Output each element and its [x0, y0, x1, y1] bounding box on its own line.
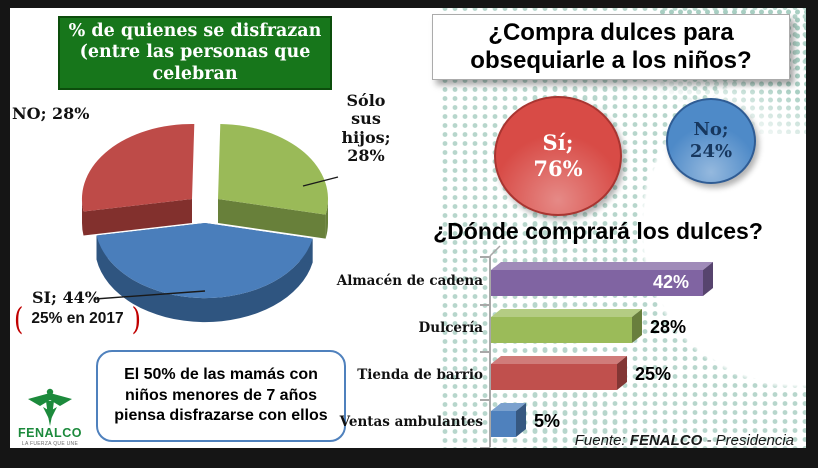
- bar-value-label: 25%: [635, 364, 672, 384]
- question2-title: ¿Dónde comprará los dulces?: [433, 218, 763, 244]
- bar-row: Almacén de cadena 42%: [337, 262, 801, 302]
- bar-side-face: [703, 262, 713, 296]
- pie-annotation-2017: ( 25% en 2017 ): [14, 303, 141, 334]
- bar-row: Tienda de barrio 25%: [357, 356, 801, 396]
- bar-value-label: 5%: [534, 411, 561, 431]
- pie-label-no: NO; 28%: [12, 104, 90, 123]
- source-prefix: Fuente:: [574, 432, 630, 448]
- bar-axis: [489, 256, 491, 447]
- bar-top-face: [491, 262, 713, 270]
- bar-category-label: Dulcería: [418, 320, 483, 336]
- bubble-no-value: 24%: [689, 141, 733, 162]
- source-line: Fuente: FENALCO - Presidencia: [575, 432, 794, 448]
- bar: [491, 411, 516, 437]
- bar-category-label: Almacén de cadena: [336, 273, 483, 289]
- bar-side-face: [632, 309, 642, 343]
- bar-top-face: [491, 309, 642, 317]
- bar: [491, 364, 617, 390]
- pie-chart: [81, 123, 339, 323]
- slide: % de quienes se disfrazan (entre las per…: [10, 8, 806, 448]
- fenalco-bird-icon: FENALCO LA FUERZA QUE UNE: [18, 388, 82, 447]
- bubble-yes-value: 76%: [533, 156, 583, 181]
- bar-row: Dulcería 28%: [365, 309, 801, 349]
- bar-chart: Almacén de cadena 42% Dulcería 28% Tienda de…: [337, 245, 801, 448]
- pie-slice-si: [96, 223, 313, 299]
- bar-axis-tick: [480, 447, 490, 448]
- bar-row: Ventas ambulantes 5%: [340, 403, 801, 443]
- bar: [491, 317, 632, 343]
- pie-chart-title: % de quienes se disfrazan (entre las per…: [58, 16, 332, 90]
- pie-slice-no: [81, 123, 195, 212]
- right-bracket: ): [131, 300, 141, 338]
- bar-category-label: Tienda de barrio: [357, 367, 483, 383]
- source-brand: FENALCO: [629, 432, 703, 448]
- bar-axis-tick: [480, 351, 490, 353]
- bar-top-face: [491, 356, 627, 364]
- fenalco-logo: FENALCO LA FUERZA QUE UNE: [12, 386, 88, 448]
- logo-tagline: LA FUERZA QUE UNE: [22, 441, 79, 447]
- bar-category-label: Ventas ambulantes: [339, 414, 483, 430]
- callout-box: El 50% de las mamás con niños menores de…: [96, 350, 346, 442]
- bar-side-face: [516, 403, 526, 437]
- bar-top-face: [491, 403, 526, 411]
- bar: [491, 270, 703, 296]
- bubble-yes-label: Sí;: [542, 129, 574, 155]
- bar-axis-tick: [480, 399, 490, 401]
- bar-value-label: 28%: [650, 317, 687, 337]
- bubble-no-label: No;: [693, 119, 729, 141]
- bar-axis-tick: [480, 256, 490, 258]
- source-suffix: - Presidencia: [702, 432, 794, 448]
- question1-title: ¿Compra dulces para obsequiarle a los ni…: [432, 14, 790, 80]
- left-bracket: (: [14, 300, 24, 338]
- bar-side-face: [617, 356, 627, 390]
- pie-slice-solo: [218, 124, 329, 215]
- pie-leader-lines: [94, 176, 339, 300]
- annotation-text: 25% en 2017: [31, 310, 124, 327]
- bubble-no: No; 24%: [666, 98, 756, 184]
- bubble-yes: Sí; 76%: [494, 96, 622, 216]
- pie-label-solo: Sólo sus hijos; 28%: [341, 91, 391, 166]
- bar-axis-tick: [480, 304, 490, 306]
- logo-name: FENALCO: [18, 426, 82, 440]
- pie-label-si: SI; 44%: [32, 288, 100, 307]
- pie-slices: [81, 123, 329, 299]
- bar-axis-3d-lines: [488, 245, 501, 448]
- bar-value-label: 42%: [652, 272, 689, 292]
